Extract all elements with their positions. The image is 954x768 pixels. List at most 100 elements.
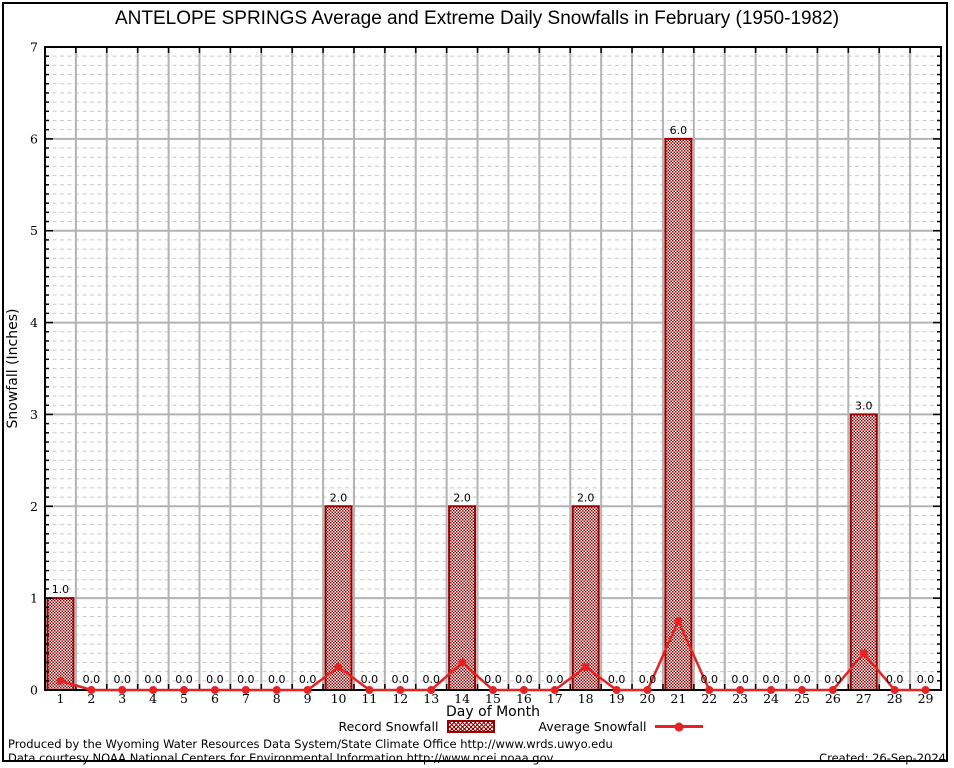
value-label-day-5: 0.0 <box>175 673 193 686</box>
value-label-day-21: 6.0 <box>670 124 688 137</box>
average-marker-day-5 <box>180 686 189 694</box>
day-label-4: 4 <box>149 691 157 706</box>
day-label-12: 12 <box>392 691 408 706</box>
average-marker-day-29 <box>921 686 930 694</box>
value-label-day-18: 2.0 <box>577 491 595 504</box>
average-marker-day-8 <box>272 686 281 694</box>
average-marker-day-25 <box>797 686 806 694</box>
day-label-23: 23 <box>732 691 748 706</box>
value-label-day-9: 0.0 <box>299 673 317 686</box>
record-bar-day-21 <box>664 137 693 692</box>
average-marker-day-3 <box>118 686 127 694</box>
value-label-day-15: 0.0 <box>484 673 502 686</box>
value-label-day-24: 0.0 <box>762 673 780 686</box>
value-label-day-6: 0.0 <box>206 673 224 686</box>
value-label-day-22: 0.0 <box>701 673 719 686</box>
footer-produced-by: Produced by the Wyoming Water Resources … <box>8 737 613 751</box>
x-tick-labels: 1 2 3 4 5 6 7 8 9 10 11 12 13 14 15 16 17 18 19 20 21 22 23 24 2… <box>56 691 933 706</box>
day-label-1: 1 <box>56 691 64 706</box>
average-snowfall-marker <box>655 722 704 731</box>
value-label-day-27: 3.0 <box>855 399 873 412</box>
value-label-day-20: 0.0 <box>639 673 657 686</box>
value-label-day-12: 0.0 <box>392 673 410 686</box>
day-label-19: 19 <box>609 691 625 706</box>
average-marker-day-9 <box>303 686 312 694</box>
day-label-18: 18 <box>578 691 594 706</box>
value-label-day-4: 0.0 <box>144 673 162 686</box>
record-bar-day-27 <box>849 413 878 691</box>
y-axis-title: Snowfall (Inches) <box>5 309 21 429</box>
footer: Produced by the Wyoming Water Resources … <box>8 737 946 765</box>
footer-data-courtesy: Data courtesy NOAA National Centers for … <box>8 751 554 765</box>
y-label-2: 2 <box>30 499 38 514</box>
value-label-day-16: 0.0 <box>515 673 533 686</box>
value-label-day-23: 0.0 <box>731 673 749 686</box>
day-label-17: 17 <box>547 691 563 706</box>
day-label-13: 13 <box>423 691 439 706</box>
average-marker-day-22 <box>705 686 714 694</box>
average-marker-day-28 <box>890 686 899 694</box>
value-label-day-19: 0.0 <box>608 673 626 686</box>
value-label-day-2: 0.0 <box>83 673 101 686</box>
day-label-3: 3 <box>118 691 126 706</box>
value-label-day-7: 0.0 <box>237 673 255 686</box>
day-label-28: 28 <box>887 691 903 706</box>
average-marker-day-20 <box>643 686 652 694</box>
day-label-25: 25 <box>794 691 810 706</box>
day-label-22: 22 <box>701 691 717 706</box>
value-label-day-10: 2.0 <box>330 491 348 504</box>
value-label-day-8: 0.0 <box>268 673 286 686</box>
legend-average-label: Average Snowfall <box>538 719 647 734</box>
average-snowfall-line <box>56 617 930 694</box>
value-label-day-13: 0.0 <box>422 673 440 686</box>
day-label-9: 9 <box>304 691 312 706</box>
value-label-day-26: 0.0 <box>824 673 842 686</box>
average-marker-day-10 <box>334 663 343 672</box>
y-label-1: 1 <box>30 591 38 606</box>
average-marker-day-17 <box>550 686 559 694</box>
average-marker-day-2 <box>87 686 96 694</box>
average-marker-day-16 <box>519 686 528 694</box>
day-label-15: 15 <box>485 691 501 706</box>
record-bar-day-1 <box>46 597 75 692</box>
average-marker-day-23 <box>736 686 745 694</box>
day-label-14: 14 <box>454 691 470 706</box>
y-label-5: 5 <box>30 223 38 238</box>
value-label-day-14: 2.0 <box>453 491 471 504</box>
average-marker-day-4 <box>149 686 158 694</box>
y-label-0: 0 <box>30 683 38 698</box>
value-label-day-29: 0.0 <box>917 673 935 686</box>
value-label-day-1: 1.0 <box>52 583 70 596</box>
legend-record-label: Record Snowfall <box>338 719 439 734</box>
y-label-6: 6 <box>30 131 38 146</box>
y-label-3: 3 <box>30 407 38 422</box>
plot-border <box>44 46 942 691</box>
day-label-21: 21 <box>670 691 686 706</box>
day-label-11: 11 <box>361 691 377 706</box>
day-label-16: 16 <box>516 691 532 706</box>
chart-title: ANTELOPE SPRINGS Average and Extreme Dai… <box>114 8 840 29</box>
day-label-26: 26 <box>825 691 841 706</box>
average-marker-day-11 <box>365 686 374 694</box>
average-marker-day-14 <box>458 658 467 667</box>
line-marker-dot <box>674 722 684 731</box>
day-label-2: 2 <box>87 691 95 706</box>
legend: Record Snowfall Average Snowfall <box>44 719 954 734</box>
x-axis-title: Day of Month <box>446 704 540 720</box>
y-tick-labels: 0 1 2 3 4 5 6 7 <box>30 40 38 698</box>
y-label-4: 4 <box>30 315 38 330</box>
record-snowfall-swatch <box>447 720 496 733</box>
value-label-day-3: 0.0 <box>113 673 131 686</box>
day-label-24: 24 <box>763 691 779 706</box>
average-marker-day-13 <box>427 686 436 694</box>
day-label-29: 29 <box>918 691 934 706</box>
day-label-5: 5 <box>180 691 188 706</box>
average-marker-day-21 <box>674 617 683 626</box>
average-marker-day-7 <box>241 686 250 694</box>
average-marker-day-6 <box>210 686 219 694</box>
axis-ticks <box>44 47 942 690</box>
day-label-20: 20 <box>640 691 656 706</box>
average-marker-day-24 <box>767 686 776 694</box>
